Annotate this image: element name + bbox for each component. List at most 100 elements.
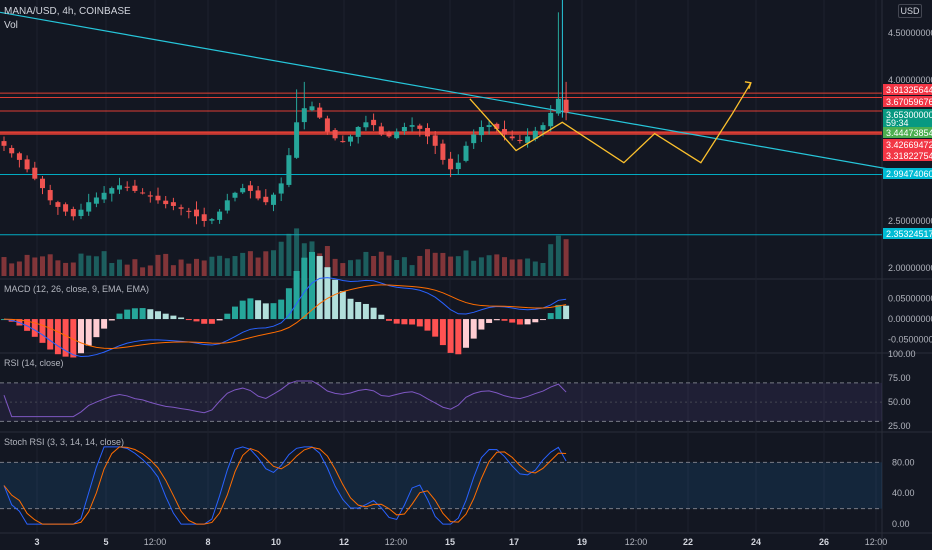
volume-bar xyxy=(163,253,169,276)
rsi-title: RSI (14, close) xyxy=(4,358,64,368)
candle-body xyxy=(317,107,323,118)
rsi-axis-tick: 75.00 xyxy=(888,373,911,383)
time-axis-tick: 15 xyxy=(445,537,455,547)
candle-body xyxy=(332,130,338,139)
macd-histogram-bar xyxy=(162,313,169,320)
candle-body xyxy=(455,162,461,170)
volume-bar xyxy=(286,233,292,276)
time-axis-tick: 26 xyxy=(819,537,829,547)
candle-body xyxy=(432,135,438,146)
volume-bar xyxy=(425,249,430,276)
volume-bar xyxy=(455,256,461,276)
macd-histogram-bar xyxy=(39,319,46,343)
volume-bar xyxy=(540,262,546,276)
candle-body xyxy=(355,127,361,137)
candle-body xyxy=(286,155,292,185)
symbol-title: MANA/USD, 4h, COINBASE xyxy=(4,6,131,17)
macd-histogram-bar xyxy=(232,306,238,320)
volume-bar xyxy=(502,257,507,276)
macd-histogram-bar xyxy=(85,319,92,346)
volume-bar xyxy=(109,262,115,276)
candle-body xyxy=(117,185,122,190)
candle-body xyxy=(16,153,22,160)
candle-body xyxy=(124,186,130,188)
macd-histogram-bar xyxy=(493,319,500,321)
macd-histogram-bar xyxy=(362,303,369,320)
macd-histogram-bar xyxy=(78,319,84,354)
volume-bar xyxy=(24,254,30,276)
volume-bar xyxy=(247,251,253,276)
candle-body xyxy=(278,183,284,194)
stoch-k-line xyxy=(3,446,567,525)
candle-body xyxy=(486,125,492,127)
candle-body xyxy=(109,188,115,194)
volume-bar xyxy=(494,254,500,276)
volume-bar xyxy=(147,265,153,276)
candle-body xyxy=(101,192,107,200)
macd-histogram-bar xyxy=(509,319,516,323)
candle-body xyxy=(371,119,377,126)
pattern-arrowhead xyxy=(744,81,752,90)
candle-body xyxy=(324,118,330,132)
candle-body xyxy=(140,192,146,194)
currency-button[interactable]: USD xyxy=(898,4,922,18)
candle-body xyxy=(294,122,300,158)
candle-body xyxy=(178,207,184,209)
time-axis-tick: 3 xyxy=(34,537,39,547)
volume-bar xyxy=(378,251,384,276)
rsi-axis-tick: 25.00 xyxy=(888,421,911,431)
volume-bar xyxy=(332,258,338,276)
macd-histogram-bar xyxy=(339,291,346,320)
candle-body xyxy=(232,192,238,198)
time-axis-tick: 8 xyxy=(205,537,210,547)
macd-histogram-bar xyxy=(386,319,392,321)
macd-histogram-bar xyxy=(108,319,115,321)
macd-histogram-bar xyxy=(324,267,331,320)
macd-histogram-bar xyxy=(285,288,292,320)
candle-body xyxy=(525,136,531,143)
volume-bar xyxy=(55,260,61,276)
time-axis-tick: 10 xyxy=(271,537,281,547)
macd-histogram-bar xyxy=(532,319,539,323)
price-label-box xyxy=(883,127,932,138)
macd-histogram-bar xyxy=(278,299,285,320)
candle-body xyxy=(93,197,99,204)
price-label-box xyxy=(883,139,932,150)
macd-histogram-bar xyxy=(555,304,562,320)
macd-histogram-bar xyxy=(332,279,339,320)
macd-histogram-bar xyxy=(355,301,362,320)
volume-label: Vol xyxy=(4,20,18,31)
candle-body xyxy=(209,219,215,221)
volume-bar xyxy=(532,261,538,276)
volume-bar xyxy=(117,259,122,276)
macd-histogram-bar xyxy=(563,305,570,320)
volume-bar xyxy=(471,260,477,276)
volume-bar xyxy=(201,260,207,276)
macd-histogram-bar xyxy=(208,319,215,324)
price-label-text: 3.44473854 xyxy=(886,128,932,138)
candle-body xyxy=(417,125,423,129)
candle-body xyxy=(63,204,69,212)
candle-body xyxy=(240,188,246,193)
volume-bar xyxy=(9,263,15,276)
price-label-text: 3.65300000 xyxy=(886,110,932,120)
price-label-box xyxy=(883,168,932,179)
volume-bar xyxy=(32,257,38,276)
macd-histogram-bar xyxy=(455,319,462,355)
volume-bar xyxy=(463,250,469,276)
candle-body xyxy=(170,202,176,206)
time-axis-tick: 24 xyxy=(751,537,761,547)
macd-histogram-bar xyxy=(216,319,223,321)
macd-histogram-bar xyxy=(501,319,508,321)
volume-bar xyxy=(124,264,130,276)
time-axis-tick: 12:00 xyxy=(625,537,648,547)
candle-body xyxy=(478,127,484,136)
macd-histogram-bar xyxy=(62,319,69,357)
signal-line xyxy=(3,284,567,349)
trendline xyxy=(0,11,932,178)
volume-bar xyxy=(232,256,238,276)
price-label-box xyxy=(883,84,932,95)
volume-bar xyxy=(132,259,138,276)
stoch-axis-tick: 40.00 xyxy=(892,488,915,498)
